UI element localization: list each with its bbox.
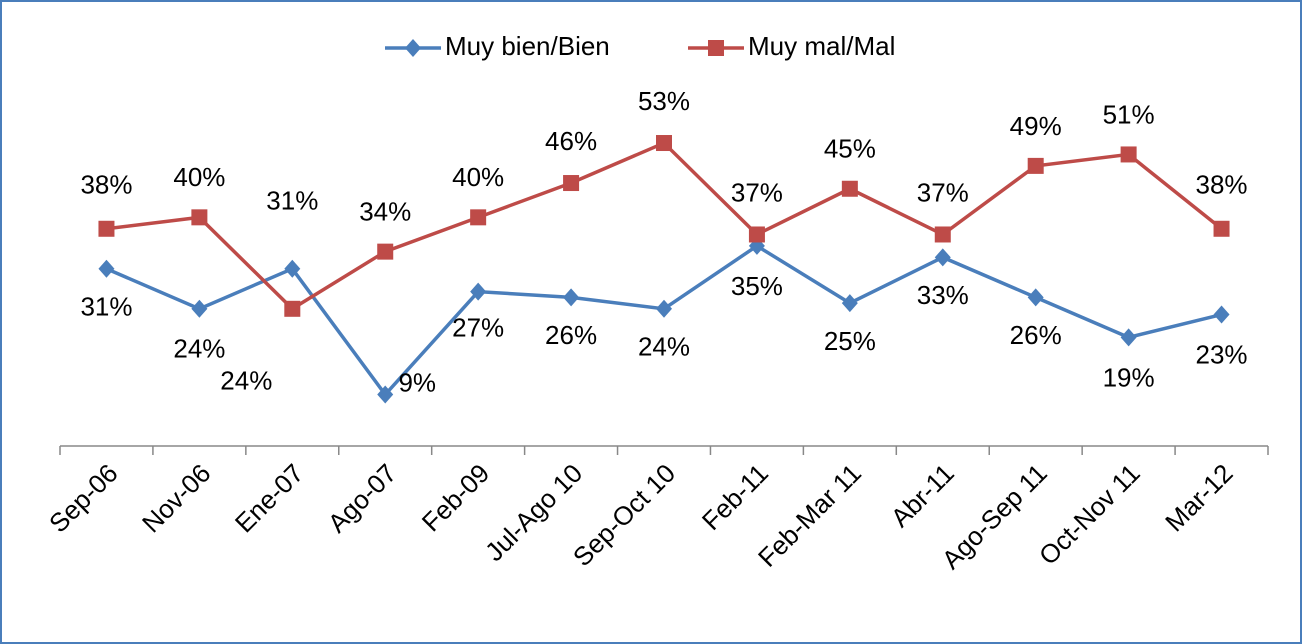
marker	[191, 299, 208, 318]
marker	[841, 180, 858, 197]
legend-label: Muy mal/Mal	[748, 31, 895, 61]
marker	[470, 282, 487, 301]
marker	[405, 39, 421, 57]
marker	[1213, 305, 1230, 324]
marker	[841, 294, 858, 313]
data-label: 37%	[731, 177, 783, 207]
data-label: 53%	[638, 86, 690, 116]
marker	[934, 226, 951, 243]
marker	[284, 300, 301, 317]
data-label: 34%	[359, 197, 411, 227]
marker	[563, 175, 580, 192]
data-label: 24%	[638, 332, 690, 362]
marker	[1120, 146, 1137, 163]
data-label: 26%	[1010, 320, 1062, 350]
marker	[656, 299, 672, 318]
marker	[377, 385, 394, 404]
legend-label: Muy bien/Bien	[445, 31, 610, 61]
marker	[1213, 220, 1230, 237]
marker	[377, 243, 394, 260]
marker	[1027, 288, 1044, 307]
marker	[934, 248, 951, 267]
data-label: 45%	[824, 134, 876, 164]
data-label: 27%	[452, 313, 504, 343]
data-label: 23%	[1196, 339, 1248, 369]
data-label: 24%	[220, 366, 272, 396]
data-label: 51%	[1103, 99, 1155, 129]
marker	[656, 135, 672, 152]
marker	[98, 259, 115, 278]
data-label: 37%	[917, 177, 969, 207]
data-label: 24%	[173, 334, 225, 364]
data-label: 38%	[80, 170, 132, 200]
data-label: 40%	[452, 162, 504, 192]
data-label: 26%	[545, 320, 597, 350]
data-label: 33%	[917, 280, 969, 310]
data-label: 19%	[1103, 362, 1155, 392]
marker	[1120, 328, 1137, 347]
marker	[470, 209, 487, 226]
marker	[1027, 157, 1044, 174]
marker	[748, 226, 765, 243]
marker	[191, 209, 208, 226]
data-label: 25%	[824, 326, 876, 356]
marker	[98, 220, 115, 237]
data-label: 49%	[1010, 111, 1062, 141]
data-label: 40%	[173, 162, 225, 192]
data-label: 31%	[266, 186, 318, 216]
data-label: 31%	[80, 292, 132, 322]
data-label: 46%	[545, 126, 597, 156]
marker	[708, 40, 724, 56]
data-label: 38%	[1196, 170, 1248, 200]
marker	[284, 259, 301, 278]
marker	[563, 288, 580, 307]
data-label: 9%	[398, 367, 436, 397]
data-label: 35%	[731, 271, 783, 301]
